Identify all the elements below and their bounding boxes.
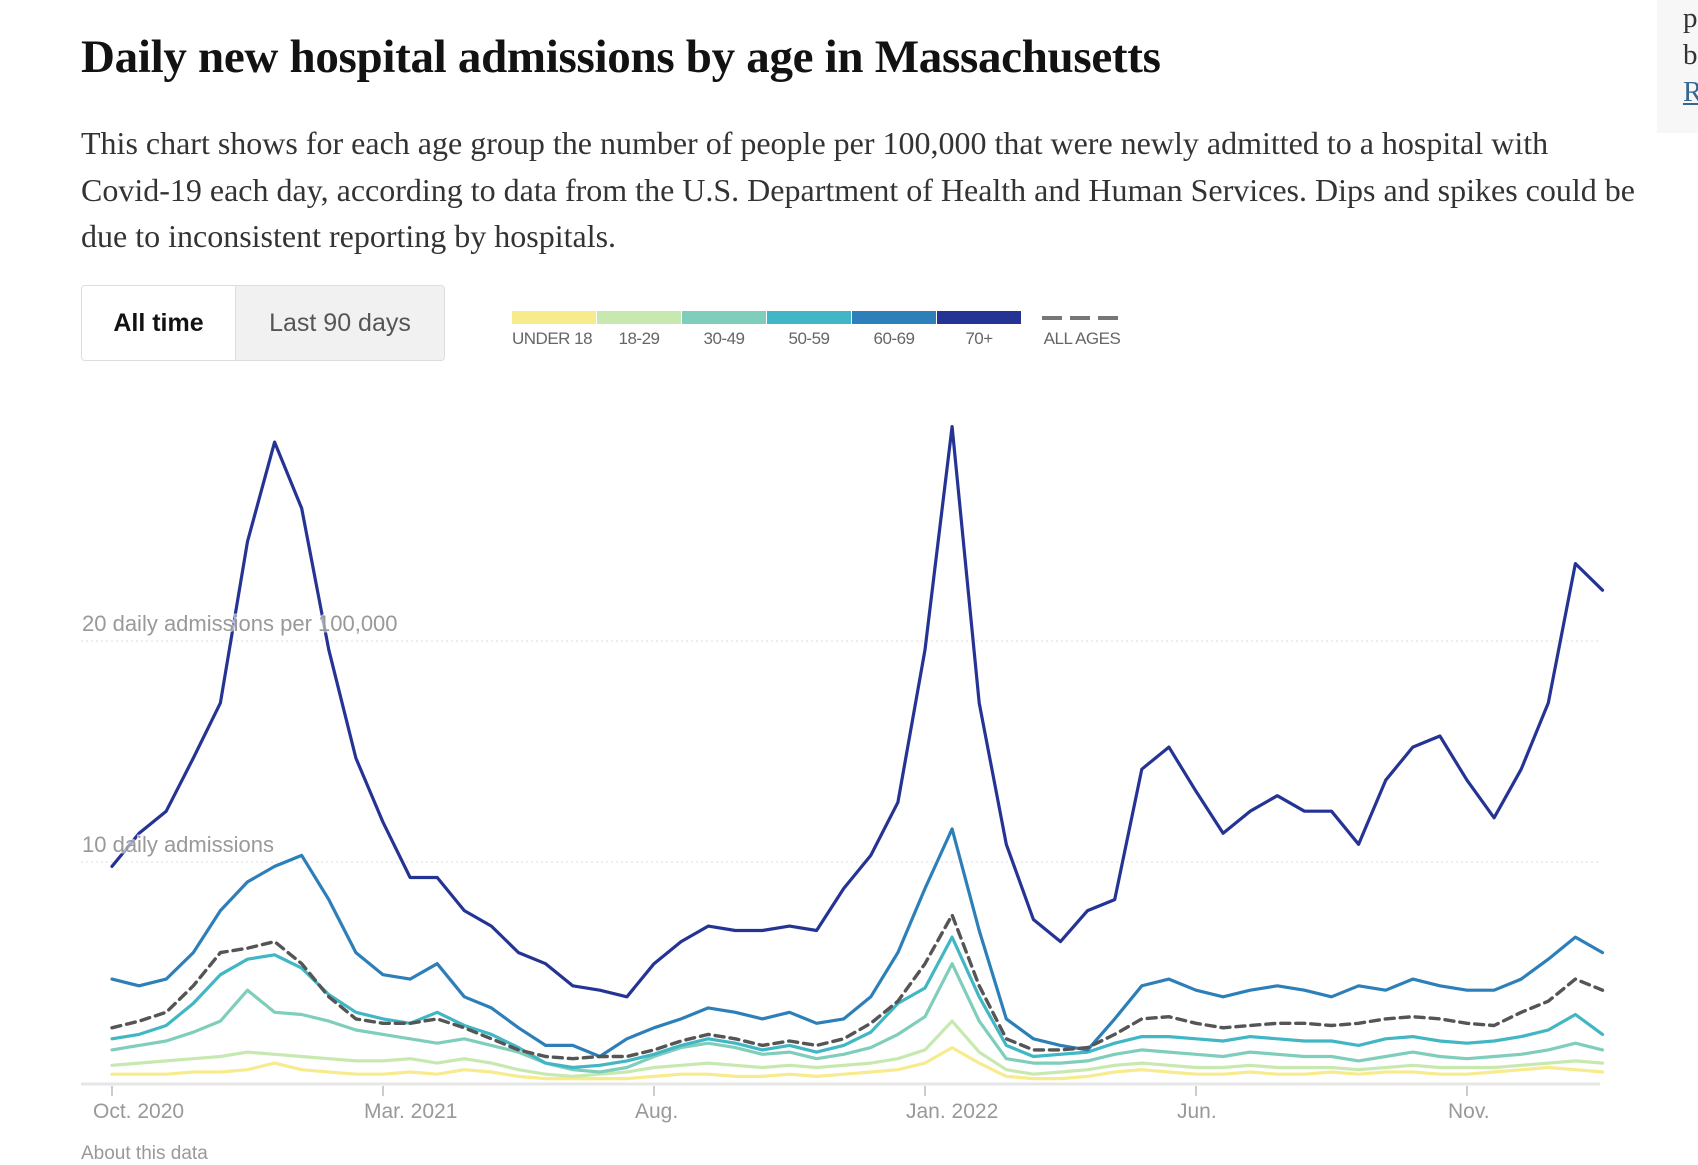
legend-label: 50-59 — [788, 329, 830, 348]
sidebar-panel: p b R — [1657, 0, 1698, 133]
legend-item-all-ages: ALL AGES — [1042, 311, 1122, 349]
legend-swatch — [767, 311, 851, 324]
legend-label: ALL AGES — [1043, 329, 1121, 348]
x-tick-label: Oct. 2020 — [93, 1100, 184, 1123]
sidebar-link[interactable]: R — [1683, 76, 1698, 108]
x-tick-label: Mar. 2021 — [364, 1100, 457, 1123]
series-line-30-49 — [110, 962, 1605, 1074]
legend-swatch — [937, 311, 1021, 324]
legend-item-70-plus: 70+ — [937, 311, 1021, 349]
chart-description: This chart shows for each age group the … — [81, 125, 1635, 254]
legend-swatch — [597, 311, 681, 324]
time-range-toggle: All time Last 90 days — [81, 285, 445, 361]
legend: UNDER 18 18-29 30-49 50-59 60-69 70+ ALL… — [512, 311, 1123, 349]
chart-title: Daily new hospital admissions by age in … — [81, 31, 1161, 83]
legend-item-30-49: 30-49 — [682, 311, 766, 349]
all-time-button[interactable]: All time — [82, 286, 236, 360]
series-line-under-18 — [110, 1045, 1605, 1081]
legend-label: UNDER 18 — [512, 329, 593, 348]
legend-dash — [1042, 311, 1122, 324]
legend-item-50-59: 50-59 — [767, 311, 851, 349]
legend-item-18-29: 18-29 — [597, 311, 681, 349]
gridline-label: 10 daily admissions — [82, 832, 274, 857]
legend-label: 30-49 — [703, 329, 745, 348]
x-tick-label: Jan. 2022 — [906, 1100, 998, 1123]
gridline-label: 20 daily admissions per 100,000 — [82, 611, 398, 636]
x-tick-label: Aug. — [635, 1100, 678, 1123]
legend-item-60-69: 60-69 — [852, 311, 936, 349]
line-chart: Oct. 2020 Mar. 2021 Aug. Jan. 2022 Jun. Nov. 2… — [81, 425, 1605, 1123]
legend-swatch — [512, 311, 596, 324]
series-line-50-59 — [110, 935, 1605, 1070]
sidebar-text: b — [1683, 39, 1698, 71]
legend-label: 18-29 — [618, 329, 660, 348]
sidebar-text: p — [1683, 2, 1698, 34]
x-tick-label: Nov. — [1448, 1100, 1490, 1123]
series-line-70- — [110, 425, 1605, 999]
about-this-data-link[interactable]: About this data — [81, 1143, 208, 1164]
legend-swatch — [852, 311, 936, 324]
legend-swatch — [682, 311, 766, 324]
series-line-60-69 — [110, 827, 1605, 1059]
x-tick-label: Jun. — [1177, 1100, 1217, 1123]
legend-label: 60-69 — [873, 329, 915, 348]
series-line-all-ages — [110, 913, 1605, 1061]
legend-label: 70+ — [965, 329, 993, 348]
last-90-days-button[interactable]: Last 90 days — [236, 286, 444, 360]
series-line-18-29 — [110, 1019, 1605, 1079]
legend-item-under-18: UNDER 18 — [512, 311, 596, 349]
